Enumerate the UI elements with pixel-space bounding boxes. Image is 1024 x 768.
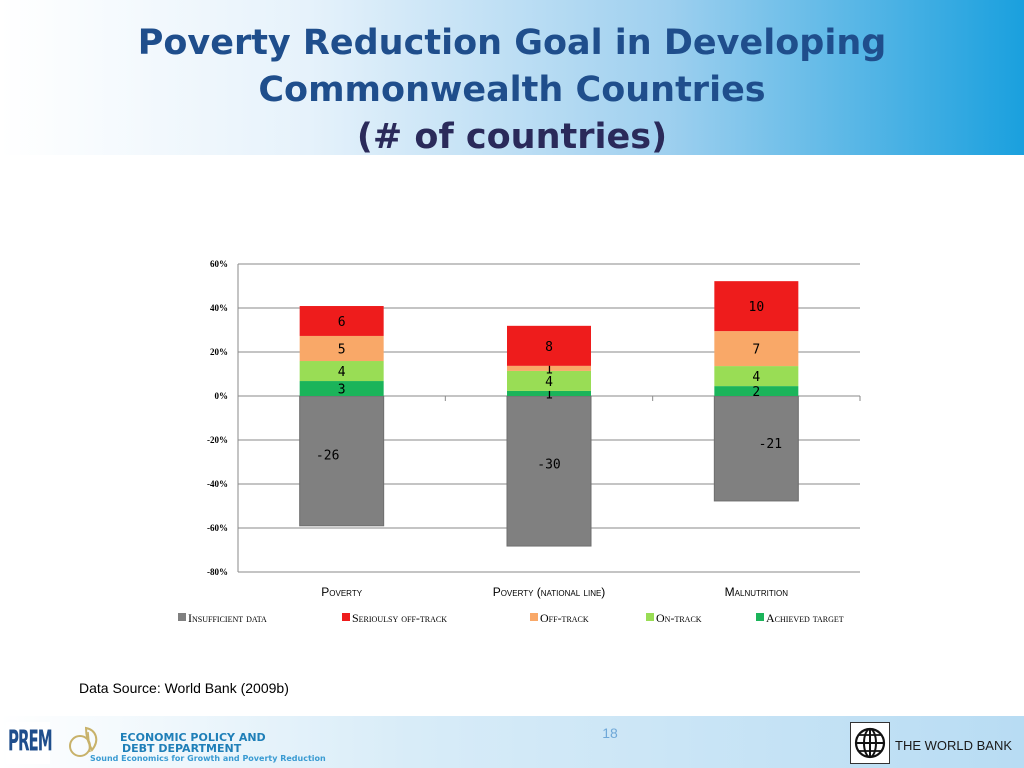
bar-segment-2-2 — [714, 366, 799, 387]
y-tick-label: -20% — [207, 435, 228, 445]
slide-number: 18 — [602, 725, 618, 741]
data-label: -26 — [316, 448, 339, 463]
data-label: 4 — [338, 365, 346, 380]
bar-segment-1-1 — [507, 390, 591, 396]
y-tick-label: 40% — [210, 303, 228, 313]
data-label: 1 — [545, 362, 553, 377]
data-label: 7 — [752, 343, 760, 358]
x-category-label: Poverty (national line) — [493, 585, 606, 599]
data-label: -21 — [759, 437, 782, 452]
prem-logo-text: PREM — [8, 724, 53, 759]
data-label: 5 — [338, 342, 346, 357]
legend-label: Serioulsy off-track — [352, 611, 447, 625]
legend-label: Off-track — [540, 611, 589, 625]
bar-segment-4-1 — [507, 325, 591, 366]
legend-label: Achieved target — [766, 611, 844, 625]
bar-segment-4-0 — [299, 306, 384, 336]
x-category-label: Poverty — [321, 585, 362, 599]
y-tick-label: 60% — [210, 259, 228, 269]
y-tick-label: 0% — [215, 391, 229, 401]
title-line-1: Poverty Reduction Goal in Developing — [137, 23, 887, 63]
data-label: 8 — [545, 340, 553, 355]
slide-title: Poverty Reduction Goal in Developing Com… — [0, 20, 1024, 161]
bar-segment-3-0 — [299, 335, 384, 362]
epdd-tagline: Sound Economics for Growth and Poverty R… — [90, 754, 326, 763]
epdd-line-1: ECONOMIC POLICY AND — [120, 731, 266, 744]
data-label: -30 — [537, 458, 560, 473]
bar-segment-1-2 — [714, 386, 799, 396]
epdd-title: ECONOMIC POLICY AND DEBT DEPARTMENT — [120, 732, 266, 754]
epdd-line-2: DEBT DEPARTMENT — [122, 742, 242, 755]
legend-swatch — [342, 613, 350, 621]
epdd-leaf-icon — [69, 726, 98, 757]
title-line-3: (# of countries) — [356, 117, 668, 157]
legend-label: On-track — [656, 611, 702, 625]
x-category-label: Malnutrition — [725, 585, 789, 599]
header-band — [0, 0, 1024, 155]
data-label: 3 — [338, 383, 346, 398]
bar-segment-0-0 — [299, 395, 385, 527]
legend-swatch — [756, 613, 764, 621]
world-bank-label: THE WORLD BANK — [895, 738, 1013, 753]
data-label: 4 — [545, 375, 553, 390]
stacked-bar-chart: 60% 40% 20% 0% -20% -40% -60% -80% -26 3 4 5 6 Povert… — [178, 259, 861, 625]
data-label: 1 — [545, 387, 553, 402]
world-bank-globe-icon — [850, 722, 890, 764]
legend-swatch — [646, 613, 654, 621]
bar-segment-4-2 — [714, 281, 799, 332]
data-label: 2 — [752, 385, 760, 400]
bar-segment-2-1 — [507, 370, 591, 391]
data-source: Data Source: World Bank (2009b) — [79, 680, 289, 696]
bar-segment-1-0 — [299, 381, 384, 396]
data-label: 10 — [749, 300, 765, 315]
bar-segment-0-2 — [713, 395, 799, 502]
y-tick-label: 20% — [210, 347, 228, 357]
title-line-2: Commonwealth Countries — [258, 70, 766, 110]
prem-logo-icon — [6, 722, 50, 764]
legend-swatch — [530, 613, 538, 621]
y-tick-label: -60% — [207, 523, 228, 533]
data-label: 4 — [752, 370, 760, 385]
legend-swatch — [178, 613, 186, 621]
bar-segment-3-2 — [714, 331, 799, 367]
data-label: 6 — [338, 315, 346, 330]
legend-label: Insufficient data — [188, 611, 267, 625]
bar-segment-3-1 — [507, 365, 591, 371]
bar-segment-0-1 — [506, 395, 592, 547]
y-tick-label: -80% — [207, 567, 228, 577]
y-tick-label: -40% — [207, 479, 228, 489]
bar-segment-2-0 — [299, 361, 384, 382]
